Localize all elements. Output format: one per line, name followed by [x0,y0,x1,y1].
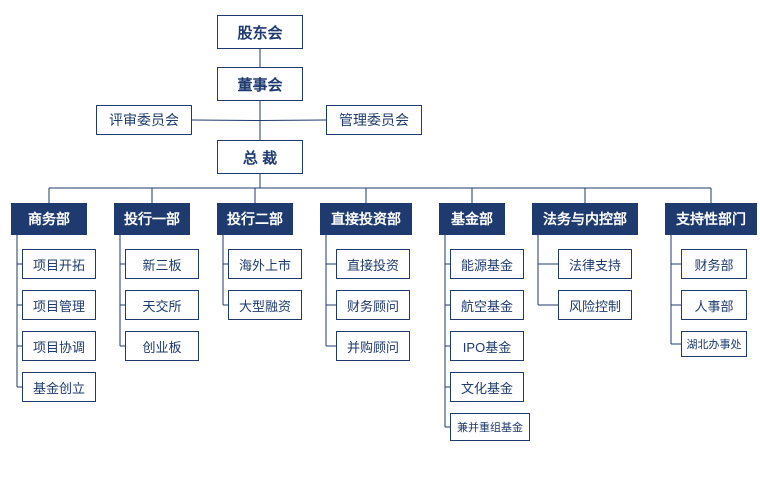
leaf-ib1-1: 天交所 [125,290,199,320]
leaf-ib2-0: 海外上市 [228,249,302,279]
leaf-fund-4: 兼并重组基金 [450,413,530,441]
leaf-ib2-1: 大型融资 [228,290,302,320]
top-node-shareholders: 股东会 [217,15,303,49]
committee-mgmt-committee: 管理委员会 [326,105,422,135]
leaf-direct-0: 直接投资 [336,249,410,279]
leaf-support-1: 人事部 [681,290,747,320]
leaf-legal-0: 法律支持 [558,249,632,279]
dept-biz: 商务部 [11,203,87,235]
leaf-biz-3: 基金创立 [22,372,96,402]
dept-ib2: 投行二部 [217,203,293,235]
dept-legal: 法务与内控部 [532,203,638,235]
leaf-support-2: 湖北办事处 [681,331,747,357]
dept-support: 支持性部门 [665,203,757,235]
top-node-board: 董事会 [217,67,303,101]
committee-review-committee: 评审委员会 [96,105,192,135]
leaf-biz-1: 项目管理 [22,290,96,320]
leaf-fund-0: 能源基金 [450,249,524,279]
dept-fund: 基金部 [439,203,505,235]
leaf-legal-1: 风险控制 [558,290,632,320]
leaf-direct-2: 并购顾问 [336,331,410,361]
dept-direct: 直接投资部 [320,203,412,235]
top-node-president: 总 裁 [217,140,303,174]
leaf-ib1-2: 创业板 [125,331,199,361]
leaf-fund-3: 文化基金 [450,372,524,402]
leaf-direct-1: 财务顾问 [336,290,410,320]
leaf-fund-2: IPO基金 [450,331,524,361]
leaf-support-0: 财务部 [681,249,747,279]
leaf-biz-2: 项目协调 [22,331,96,361]
leaf-ib1-0: 新三板 [125,249,199,279]
leaf-fund-1: 航空基金 [450,290,524,320]
dept-ib1: 投行一部 [114,203,190,235]
leaf-biz-0: 项目开拓 [22,249,96,279]
